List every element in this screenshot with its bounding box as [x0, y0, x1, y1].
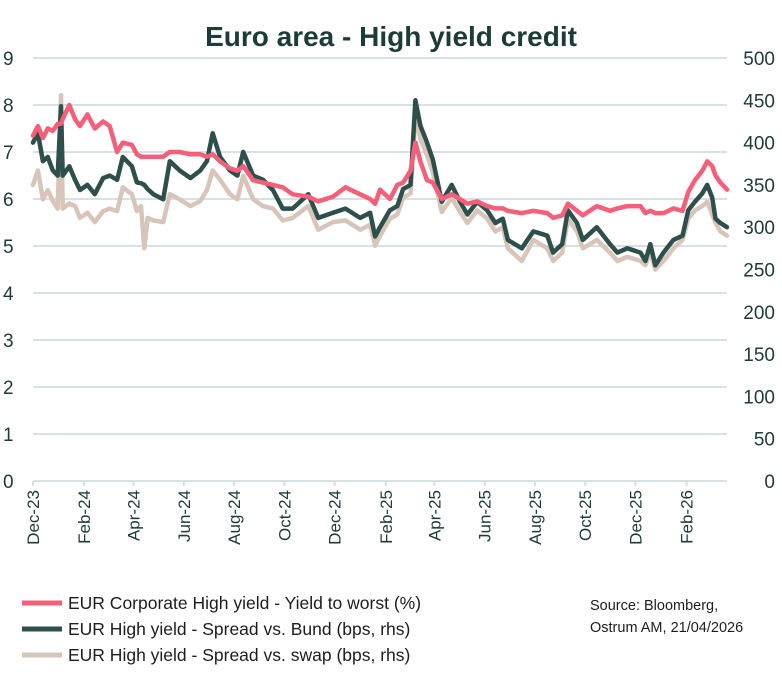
- legend-label-1: EUR High yield - Spread vs. Bund (bps, r…: [68, 619, 410, 639]
- x-tick-label: Feb-26: [678, 490, 697, 544]
- x-tick-label: Apr-24: [125, 490, 144, 541]
- x-tick-label: Oct-25: [576, 490, 595, 541]
- series-lines: [30, 92, 730, 272]
- legend-label-0: EUR Corporate High yield - Yield to wors…: [68, 593, 421, 613]
- gridlines: [33, 57, 727, 482]
- y-right-tick-label: 100: [743, 387, 775, 408]
- y-left-tick-label: 8: [3, 96, 14, 117]
- x-tick-label: Jun-24: [175, 490, 194, 542]
- legend-label-2: EUR High yield - Spread vs. swap (bps, r…: [68, 645, 410, 665]
- y-right-tick-label: 0: [764, 472, 775, 493]
- legend: EUR Corporate High yield - Yield to wors…: [22, 593, 421, 665]
- series-line-1: [30, 98, 730, 268]
- y-left-tick-label: 6: [3, 190, 14, 211]
- y-left-tick-label: 9: [3, 49, 14, 70]
- y-left-tick-label: 0: [3, 472, 14, 493]
- source-line-1: Source: Bloomberg,: [590, 598, 718, 614]
- y-right-tick-label: 150: [743, 345, 775, 366]
- y-axis-left: 0 1 2 3 4 5 6 7 8 9: [3, 49, 14, 493]
- series-line-0: [30, 102, 730, 221]
- x-tick-label: Feb-25: [377, 490, 396, 544]
- y-right-tick-label: 350: [743, 176, 775, 197]
- y-left-tick-label: 3: [3, 331, 14, 352]
- x-tick-label: Feb-24: [75, 490, 94, 544]
- x-tick-label: Dec-23: [24, 490, 43, 545]
- y-left-tick-label: 1: [3, 425, 14, 446]
- source-line-2: Ostrum AM, 21/04/2026: [590, 620, 743, 636]
- y-right-tick-label: 200: [743, 303, 775, 324]
- x-tick-label: Aug-25: [526, 490, 545, 545]
- source-note: Source: Bloomberg, Ostrum AM, 21/04/2026: [590, 598, 743, 636]
- chart-title: Euro area - High yield credit: [205, 21, 577, 52]
- y-right-tick-label: 250: [743, 261, 775, 282]
- y-right-tick-label: 300: [743, 218, 775, 239]
- x-tick-label: Jun-25: [476, 490, 495, 542]
- y-right-tick-label: 50: [754, 430, 775, 451]
- x-tick-label: Oct-24: [275, 490, 294, 541]
- series-line-2: [30, 92, 730, 272]
- y-left-tick-label: 2: [3, 378, 14, 399]
- y-right-tick-label: 500: [743, 49, 775, 70]
- y-right-tick-label: 450: [743, 91, 775, 112]
- x-axis: Dec-23 Feb-24 Apr-24 Jun-24 Aug-24 Oct-24 Dec-…: [24, 481, 697, 545]
- y-axis-right: 0 50 100 150 200 250 300 350 400 450 500: [743, 49, 775, 493]
- x-tick-label: Apr-25: [425, 490, 444, 541]
- x-tick-label: Dec-24: [326, 490, 345, 545]
- y-left-tick-label: 4: [3, 284, 14, 305]
- y-left-tick-label: 7: [3, 143, 14, 164]
- x-tick-label: Dec-25: [627, 490, 646, 545]
- y-left-tick-label: 5: [3, 237, 14, 258]
- y-right-tick-label: 400: [743, 134, 775, 155]
- x-tick-label: Aug-24: [225, 490, 244, 545]
